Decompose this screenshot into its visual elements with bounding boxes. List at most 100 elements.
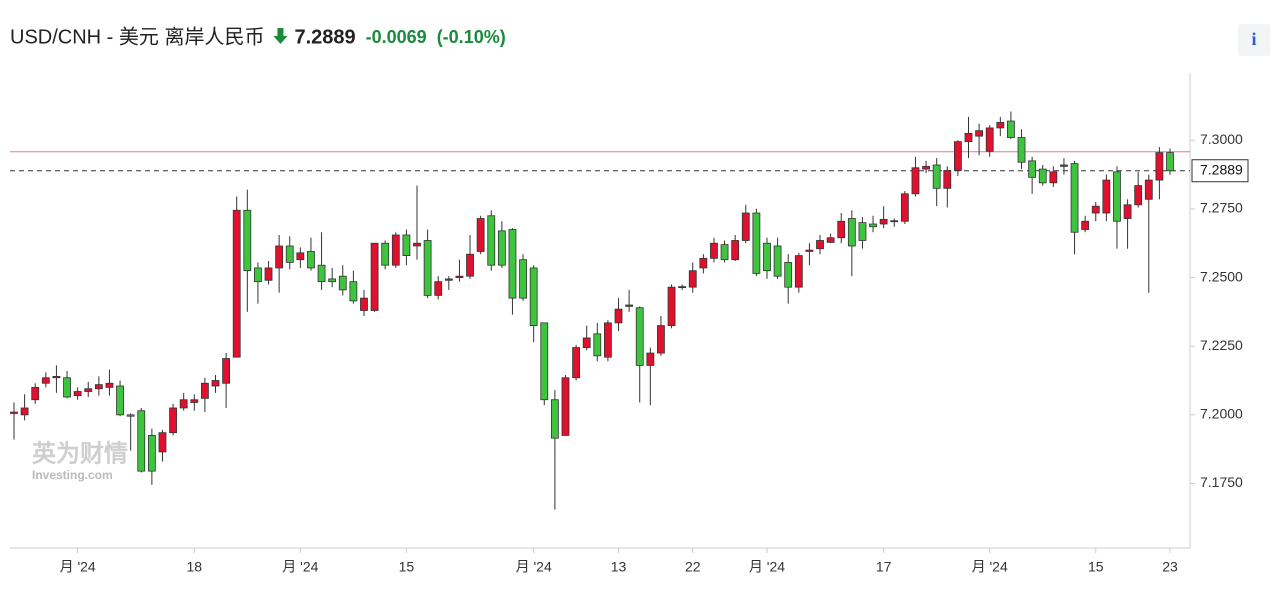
candle-body (137, 410, 146, 472)
candle-body (985, 127, 994, 152)
candle-body (678, 286, 687, 289)
candle-body (169, 407, 177, 434)
x-tick-label: 17 (876, 559, 892, 575)
candle-body (20, 407, 29, 416)
candle-body (847, 218, 856, 247)
candle-body (52, 375, 61, 379)
x-tick-label: 月 '24 (60, 559, 96, 575)
candle-body (561, 377, 570, 436)
candle-body (1070, 163, 1079, 233)
candle-body (858, 222, 867, 241)
candle-body (275, 245, 284, 269)
candle-body (391, 234, 400, 266)
candle-body (338, 275, 347, 291)
candle-body (508, 229, 517, 299)
info-icon[interactable]: i (1251, 29, 1256, 49)
candle-body (232, 209, 241, 358)
candle-body (1007, 120, 1015, 138)
candle-body (423, 240, 432, 296)
y-tick-label: 7.2250 (1200, 337, 1243, 353)
down-arrow (273, 28, 288, 44)
candle-body (890, 220, 899, 223)
chart-title: USD/CNH - 美元 离岸人民币 (10, 25, 264, 48)
candle-body (296, 252, 305, 261)
candle-body (317, 264, 326, 283)
candle-body (41, 377, 50, 384)
candle-body (720, 244, 729, 261)
candle-body (1144, 179, 1153, 200)
candle-body (73, 391, 82, 397)
candle-body (211, 380, 220, 387)
y-tick-label: 7.3000 (1200, 131, 1243, 147)
candle-body (784, 262, 793, 288)
y-tick-label: 7.2500 (1200, 268, 1243, 284)
header-quote: 7.2889 -0.0069 (-0.10%) (273, 26, 506, 48)
y-tick-label: 7.2000 (1200, 406, 1243, 422)
candle-body (869, 223, 877, 228)
candle-body (487, 215, 496, 266)
candle-body (741, 212, 750, 241)
x-tick-label: 23 (1162, 559, 1178, 575)
candle-body (84, 388, 93, 392)
candle-body (593, 333, 602, 357)
candle-body (667, 286, 676, 327)
candle-body (763, 242, 771, 272)
last-price-box (1191, 159, 1249, 183)
candle-body (529, 267, 538, 327)
candle-body (466, 253, 474, 277)
candle-body (879, 218, 888, 225)
candle-body (657, 325, 665, 354)
x-tick-label: 月 '24 (282, 559, 318, 575)
candle-body (572, 347, 580, 379)
info-button[interactable] (1238, 24, 1270, 56)
price-change: -0.0069 (366, 27, 427, 47)
candle-body (943, 170, 952, 189)
candle-body (582, 337, 591, 348)
candle-body (996, 122, 1005, 129)
x-tick-label: 月 '24 (749, 559, 785, 575)
candle-body (975, 130, 984, 137)
candle-body (94, 384, 103, 390)
candle-body (243, 209, 252, 272)
candle-body (455, 275, 464, 278)
candle-body (688, 270, 697, 288)
candle-body (900, 193, 909, 222)
candle-body (1049, 171, 1058, 184)
candle-body (63, 377, 71, 398)
watermark-cn: 英为财情 (32, 440, 128, 467)
candle-body (964, 133, 973, 143)
candle-body (550, 399, 559, 439)
candle-body (1028, 160, 1037, 178)
candle-body (349, 281, 358, 302)
candle-body (402, 234, 411, 256)
candle-body (222, 358, 231, 384)
candle-body (116, 385, 124, 416)
candle-body (826, 237, 835, 243)
candle-body (360, 297, 368, 311)
candle-body (307, 251, 315, 269)
candle-body (922, 165, 930, 170)
candle-body (1166, 152, 1174, 172)
candle-body (370, 242, 379, 311)
candle-body (264, 267, 273, 281)
candle-body (254, 267, 262, 283)
candle-body (200, 382, 209, 399)
candle-body (625, 304, 634, 307)
candle-body (911, 167, 920, 195)
x-tick-label: 18 (187, 559, 203, 575)
candle-body (1091, 205, 1100, 214)
candle-body (147, 435, 156, 472)
candle-body (646, 352, 655, 366)
candle-body (805, 249, 814, 252)
candle-body (1123, 204, 1132, 219)
last-price-label: 7.2889 (1200, 161, 1243, 177)
candle-body (381, 242, 390, 266)
x-tick-label: 15 (1088, 559, 1104, 575)
candle-body (434, 281, 443, 296)
candle-body (635, 307, 644, 366)
price-change-pct: (-0.10%) (437, 27, 506, 47)
candle-body (816, 240, 824, 250)
x-tick-label: 月 '24 (972, 559, 1008, 575)
candle-body (497, 230, 506, 266)
